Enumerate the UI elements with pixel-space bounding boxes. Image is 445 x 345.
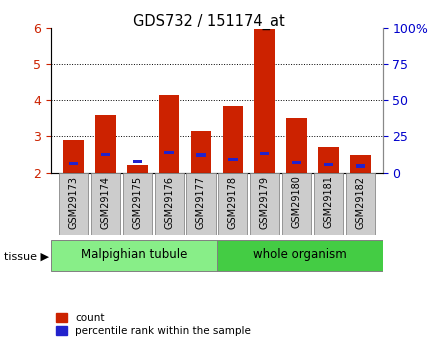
Text: GSM29180: GSM29180 (291, 176, 302, 228)
Bar (314, 172, 343, 235)
Bar (346, 172, 375, 235)
Bar (63, 140, 84, 172)
Bar (154, 172, 184, 235)
Legend: count, percentile rank within the sample: count, percentile rank within the sample (57, 313, 251, 336)
Bar (350, 155, 371, 172)
Text: GSM29173: GSM29173 (69, 176, 78, 229)
Bar (95, 115, 116, 172)
Text: GSM29182: GSM29182 (356, 176, 365, 229)
Bar (255, 29, 275, 172)
Bar (324, 163, 333, 166)
Bar (282, 172, 311, 235)
Bar (186, 172, 215, 235)
Bar (356, 164, 365, 168)
Bar (133, 160, 142, 163)
Text: GDS732 / 151174_at: GDS732 / 151174_at (133, 14, 285, 30)
Bar (51, 240, 217, 271)
Bar (190, 131, 211, 172)
Bar (101, 153, 110, 156)
Bar (318, 147, 339, 172)
Bar (217, 240, 383, 271)
Text: GSM29181: GSM29181 (324, 176, 333, 228)
Text: whole organism: whole organism (253, 248, 347, 261)
Bar (69, 162, 78, 165)
Bar (222, 106, 243, 172)
Text: GSM29174: GSM29174 (101, 176, 110, 229)
Bar (228, 158, 238, 161)
Bar (59, 172, 88, 235)
Bar (123, 172, 152, 235)
Bar (159, 95, 179, 172)
Bar (165, 151, 174, 154)
Bar (260, 152, 269, 155)
Bar (218, 172, 247, 235)
Bar (250, 172, 279, 235)
Text: GSM29179: GSM29179 (260, 176, 270, 229)
Text: GSM29178: GSM29178 (228, 176, 238, 229)
Bar (286, 118, 307, 172)
Bar (127, 165, 148, 172)
Bar (292, 161, 301, 164)
Bar (196, 154, 206, 157)
Text: tissue ▶: tissue ▶ (4, 252, 49, 262)
Text: Malpighian tubule: Malpighian tubule (81, 248, 187, 261)
Text: GSM29175: GSM29175 (132, 176, 142, 229)
Text: GSM29176: GSM29176 (164, 176, 174, 229)
Text: GSM29177: GSM29177 (196, 176, 206, 229)
Bar (91, 172, 120, 235)
